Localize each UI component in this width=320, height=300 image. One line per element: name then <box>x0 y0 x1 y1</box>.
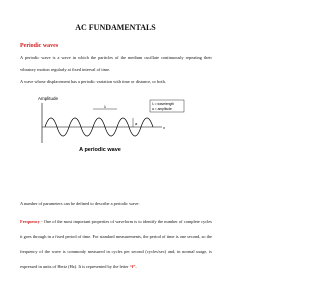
figure: Amplitude x λ a λ = wavelength a = ampli… <box>38 96 185 153</box>
paragraph: A wave whose displacement has a periodic… <box>20 79 166 84</box>
axis-label: x <box>163 125 165 130</box>
symbol: “f”. <box>129 264 137 269</box>
a-label: a <box>135 121 138 126</box>
paragraph: A number of parameters can be defined to… <box>20 201 140 206</box>
title: AC FUNDAMENTALS <box>75 23 156 32</box>
legend-box <box>149 99 185 113</box>
section-heading: Periodic waves <box>20 43 59 49</box>
legend-text: a = amplitude <box>152 107 172 111</box>
y-axis-label: Amplitude <box>38 96 59 101</box>
term: Frequency <box>20 219 40 224</box>
caption: A periodic wave <box>79 147 121 153</box>
text: - One of the most important properties o… <box>20 219 212 269</box>
paragraph: A periodic wave is a wave in which the p… <box>20 55 212 72</box>
page: AC FUNDAMENTALS Periodic waves A periodi… <box>20 23 212 274</box>
legend-text: λ = wavelength <box>152 102 174 106</box>
paragraph: Frequency - One of the most important pr… <box>20 214 212 274</box>
wave <box>44 117 154 137</box>
lambda-label: λ <box>104 104 106 109</box>
